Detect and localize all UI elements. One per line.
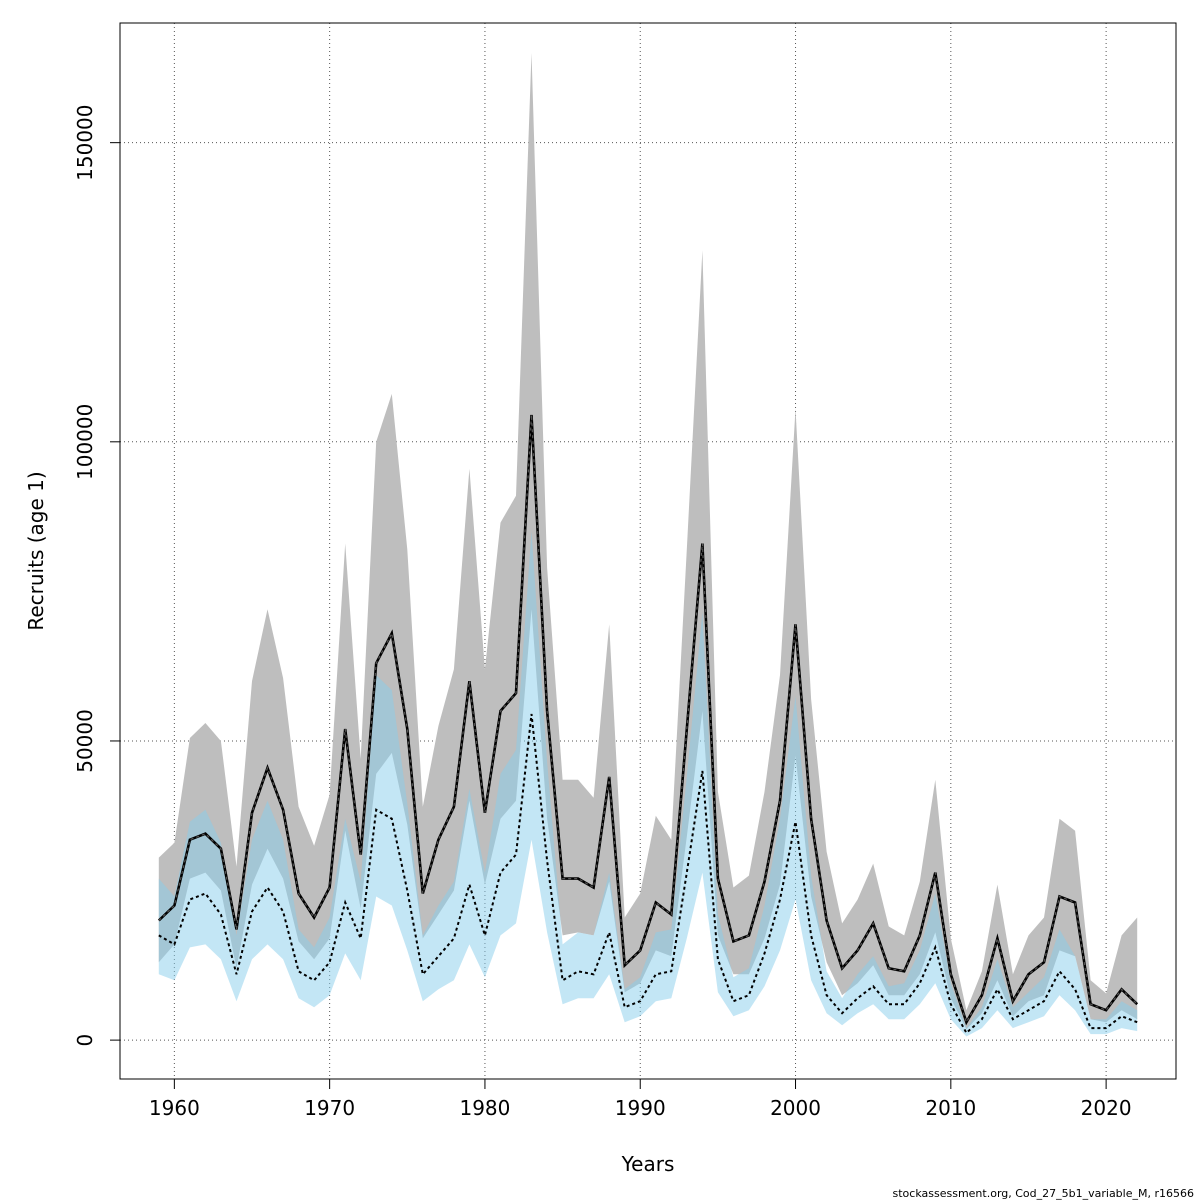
- axes: 1960 1970 1980 1990 2000 2010 2020 0 50000 100000…: [73, 104, 1132, 1120]
- y-tick-label: 50000: [73, 709, 97, 773]
- x-tick-label: 2000: [770, 1096, 821, 1120]
- y-tick-label: 0: [73, 1034, 97, 1047]
- y-axis-title: Recruits (age 1): [24, 471, 48, 630]
- grey-confidence-band: [158, 52, 1138, 1030]
- blue-confidence-band: [158, 531, 1138, 1037]
- x-tick-label: 1990: [615, 1096, 666, 1120]
- x-tick-label: 1970: [304, 1096, 355, 1120]
- x-tick-label: 1980: [459, 1096, 510, 1120]
- x-tick-label: 2010: [925, 1096, 976, 1120]
- x-tick-label: 2020: [1081, 1096, 1132, 1120]
- y-tick-label: 100000: [73, 404, 97, 480]
- estimate-lines: [157, 414, 1139, 1035]
- confidence-bands: [158, 52, 1138, 1037]
- estimate-line-solid-dots: [158, 414, 1138, 1024]
- footer-credit: stockassessment.org, Cod_27_5b1_variable…: [893, 1187, 1194, 1200]
- estimate-line-dotted: [158, 713, 1138, 1035]
- x-axis-title: Years: [621, 1152, 675, 1176]
- y-tick-label: 150000: [73, 104, 97, 180]
- x-tick-label: 1960: [149, 1096, 200, 1120]
